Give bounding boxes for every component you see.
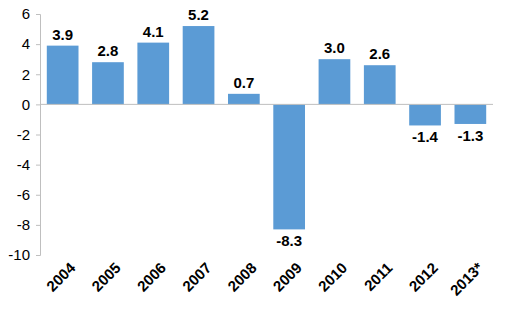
y-tick-mark [36, 14, 40, 15]
x-tick: 2006 [134, 255, 170, 295]
y-tick: -4 [17, 156, 40, 173]
y-tick-mark [36, 104, 40, 105]
y-tick-label: -4 [17, 156, 30, 173]
x-tick: 2012 [405, 255, 441, 295]
y-tick-label: -6 [17, 186, 30, 203]
x-tick: 2010 [315, 255, 351, 295]
bar [47, 46, 79, 105]
bars [47, 26, 486, 229]
y-tick: -8 [17, 216, 40, 233]
x-tick: 2004 [43, 255, 79, 295]
y-tick-label: 4 [22, 35, 30, 52]
x-tick-label: 2005 [88, 259, 124, 295]
y-tick: -10 [8, 246, 40, 263]
plot: -10-8-6-4-202462004200520062007200820092… [8, 5, 493, 298]
y-tick-label: 0 [22, 96, 30, 113]
y-tick: 6 [22, 5, 40, 22]
bar [409, 104, 441, 125]
x-tick-label: 2013* [446, 259, 486, 299]
y-tick-label: -10 [8, 246, 30, 263]
y-tick: 2 [22, 66, 40, 83]
data-label: -1.3 [457, 127, 483, 144]
y-tick-mark [36, 135, 40, 136]
y-tick-mark [36, 44, 40, 45]
x-tick: 2007 [179, 255, 215, 295]
bar [137, 43, 169, 105]
y-tick-mark [36, 74, 40, 75]
bar [228, 94, 260, 105]
y-tick-mark [36, 165, 40, 166]
y-axis: -10 -8 -6 -4 -2 0 2 4 6 [8, 5, 40, 263]
data-label: -1.4 [412, 128, 439, 145]
x-tick-label: 2007 [179, 259, 215, 295]
data-label: 2.6 [369, 45, 390, 62]
bar [273, 104, 305, 229]
data-label: 4.1 [143, 23, 164, 40]
x-tick-label: 2004 [43, 258, 79, 294]
x-tick-label: 2009 [269, 259, 305, 295]
x-tick: 2009 [269, 255, 305, 295]
x-tick: 2011 [361, 255, 396, 294]
data-label: 3.0 [324, 39, 345, 56]
y-tick-mark [36, 195, 40, 196]
bar [183, 26, 215, 104]
x-tick-label: 2011 [361, 259, 396, 294]
y-tick-label: 2 [22, 66, 30, 83]
x-tick-label: 2008 [224, 259, 260, 295]
y-tick-label: 6 [22, 5, 30, 22]
data-label: 5.2 [188, 6, 209, 23]
x-axis: 20042005 2006200720082009 2010 2011 20122013… [43, 255, 486, 299]
chart: -10-8-6-4-202462004200520062007200820092… [0, 0, 505, 331]
y-tick-label: -8 [17, 216, 30, 233]
y-axis-line [36, 15, 41, 256]
bar [364, 65, 396, 104]
y-tick: 4 [22, 35, 40, 52]
x-tick-label: 2006 [134, 259, 170, 295]
data-label: 3.9 [52, 26, 73, 43]
data-labels: 3.9 2.8 4.1 5.2 0.7 -8.3 3.0 2.6 -1.4 -1.3 [52, 6, 483, 249]
data-label: 2.8 [98, 42, 119, 59]
data-label: -8.3 [276, 232, 302, 249]
x-tick-label: 2012 [405, 259, 441, 295]
x-tick-label: 2010 [315, 259, 351, 295]
y-tick: 0 [22, 96, 40, 113]
x-tick: 2013* [446, 255, 486, 299]
x-tick: 2008 [224, 255, 260, 295]
y-tick-mark [36, 225, 40, 226]
y-tick: -2 [17, 126, 40, 143]
y-tick-mark [36, 255, 40, 256]
y-tick: -6 [17, 186, 40, 203]
bar [92, 62, 124, 104]
bar [319, 59, 351, 104]
x-tick: 2005 [88, 255, 124, 295]
data-label: 0.7 [233, 74, 254, 91]
y-tick-label: -2 [17, 126, 30, 143]
zero-line [40, 104, 493, 105]
bar [454, 104, 486, 124]
